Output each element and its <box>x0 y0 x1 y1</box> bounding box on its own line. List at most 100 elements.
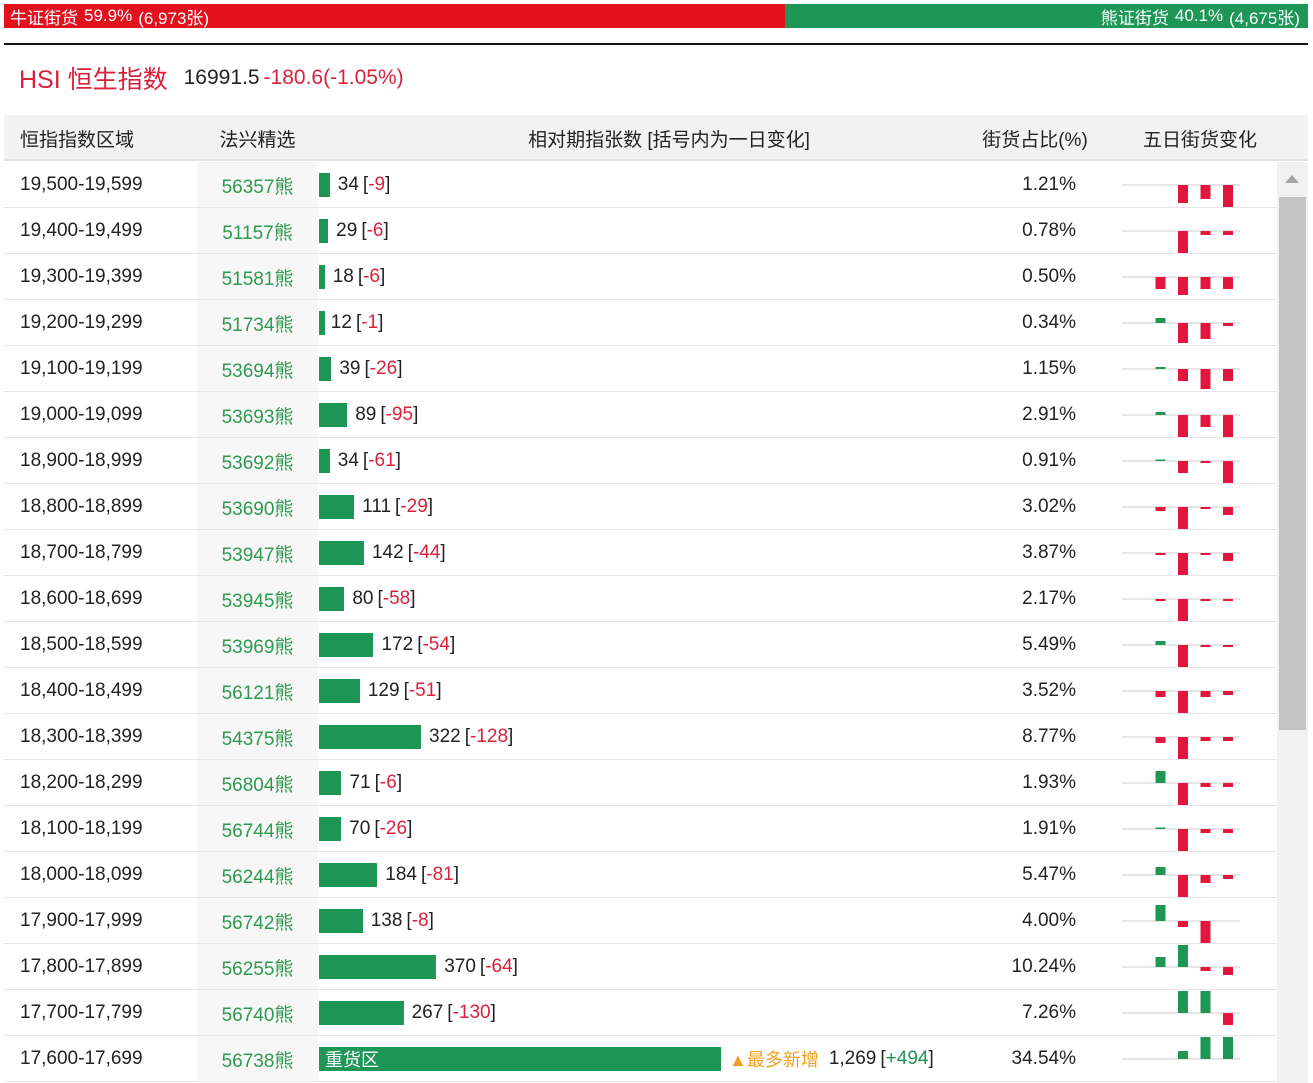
five-day-bar <box>1133 230 1143 232</box>
five-day-bar <box>1223 553 1233 561</box>
five-day-bar <box>1223 645 1233 647</box>
five-day-bar <box>1178 231 1188 253</box>
code: 56804熊 <box>221 774 294 796</box>
five-day-bar <box>1223 185 1233 207</box>
five-day-bar <box>1156 1058 1166 1060</box>
count-bar <box>319 633 374 657</box>
ratio: 1.91% <box>1022 818 1076 839</box>
five-day-bar <box>1178 369 1188 381</box>
five-day-bar <box>1223 461 1233 483</box>
code-cell-bg <box>197 300 318 345</box>
five-day-bar <box>1133 828 1143 830</box>
range: 17,800-17,899 <box>20 956 143 977</box>
count-bar <box>319 863 378 887</box>
column-header: 街货占比(%) <box>982 129 1088 151</box>
five-day-bar <box>1155 277 1166 289</box>
change: -26 <box>364 358 402 380</box>
count: 71 <box>349 772 371 793</box>
five-day-bar <box>1178 461 1188 473</box>
five-day-chart <box>1122 945 1240 975</box>
code-cell-bg <box>197 254 318 299</box>
code-cell-bg <box>197 1036 318 1081</box>
ratio: 1.93% <box>1022 772 1076 793</box>
five-day-bar <box>1133 184 1143 186</box>
five-day-bar <box>1223 1013 1233 1025</box>
ratio: 4.00% <box>1022 910 1076 931</box>
five-day-bar <box>1200 323 1211 339</box>
ratio: 1.21% <box>1022 174 1076 195</box>
row-bg <box>4 622 1277 668</box>
five-day-bar <box>1155 599 1166 601</box>
change: -128 <box>465 726 514 748</box>
row-bg <box>4 898 1277 944</box>
five-day-bar <box>1155 827 1166 829</box>
count-text: 129-51 <box>368 668 442 714</box>
count: 89 <box>355 404 377 425</box>
five-day-bar <box>1178 415 1188 437</box>
change: -6 <box>361 220 388 242</box>
column-header: 恒指指数区域 <box>20 129 135 151</box>
count-text: ▲最多新增 1,269+494 <box>729 1036 934 1082</box>
change: -58 <box>377 588 415 610</box>
bear-bar: 熊证街货 40.1% (4,675张) <box>785 4 1308 28</box>
scrollbar-thumb[interactable] <box>1279 197 1306 730</box>
five-day-bar <box>1200 875 1211 883</box>
five-day-bar <box>1223 1037 1233 1059</box>
note: ▲最多新增 <box>729 1050 819 1070</box>
five-day-chart <box>1122 506 1240 529</box>
count-text: 70-26 <box>349 806 412 852</box>
bear-count-label: (4,675张) <box>1229 8 1300 28</box>
five-day-bar <box>1223 783 1233 787</box>
five-day-chart <box>1122 459 1240 483</box>
code-cell-bg <box>197 162 318 207</box>
range: 18,400-18,499 <box>20 680 143 701</box>
five-day-bar <box>1155 867 1166 875</box>
count-bar <box>319 955 437 979</box>
count: 129 <box>367 680 400 701</box>
bar-label: 重货区 <box>325 1050 379 1070</box>
five-day-chart <box>1122 827 1240 851</box>
code: 53692熊 <box>221 452 294 474</box>
five-day-bar <box>1223 737 1233 741</box>
five-day-chart <box>1122 867 1240 897</box>
count-text: 172-54 <box>381 622 455 668</box>
code-cell-bg <box>197 208 318 253</box>
count-text: 80-58 <box>352 576 415 622</box>
count-bar <box>319 495 355 519</box>
count-bar <box>319 771 342 795</box>
count-text: 267-130 <box>412 990 496 1036</box>
count: 184 <box>385 864 417 885</box>
range: 18,600-18,699 <box>20 588 143 609</box>
five-day-bar <box>1178 277 1188 295</box>
count-text: 29-6 <box>336 208 389 254</box>
ratio: 8.77% <box>1022 726 1076 747</box>
row-bg <box>4 346 1277 392</box>
five-day-bar <box>1200 645 1211 647</box>
range: 18,500-18,599 <box>20 634 143 655</box>
code-cell-bg <box>197 852 318 897</box>
count-text: 111-29 <box>362 484 433 530</box>
five-day-bar <box>1156 184 1166 186</box>
five-day-chart <box>1122 412 1240 437</box>
row-bg <box>4 162 1277 208</box>
five-day-bar <box>1133 598 1143 600</box>
count-text: 370-64 <box>444 944 518 990</box>
count-bar: 重货区 <box>319 1047 721 1071</box>
ratio: 10.24% <box>1011 956 1076 977</box>
count-bar <box>319 173 330 197</box>
column-header: 相对期指张数 [括号内为一日变化] <box>528 129 810 151</box>
code-cell-bg <box>197 990 318 1035</box>
five-day-bar <box>1155 641 1166 645</box>
five-day-bar <box>1223 507 1233 515</box>
column-header: 五日街货变化 <box>1142 129 1257 151</box>
five-day-bar <box>1156 230 1166 232</box>
count-text: 34-9 <box>338 162 391 208</box>
count-text: 138-8 <box>371 898 434 944</box>
change: -61 <box>363 450 401 472</box>
code: 51157熊 <box>222 222 293 244</box>
ratio: 1.15% <box>1022 358 1076 379</box>
scroll-up-arrow[interactable] <box>1285 175 1299 183</box>
code: 51581熊 <box>221 268 294 290</box>
row-bg <box>4 990 1277 1036</box>
range: 17,700-17,799 <box>20 1002 143 1023</box>
